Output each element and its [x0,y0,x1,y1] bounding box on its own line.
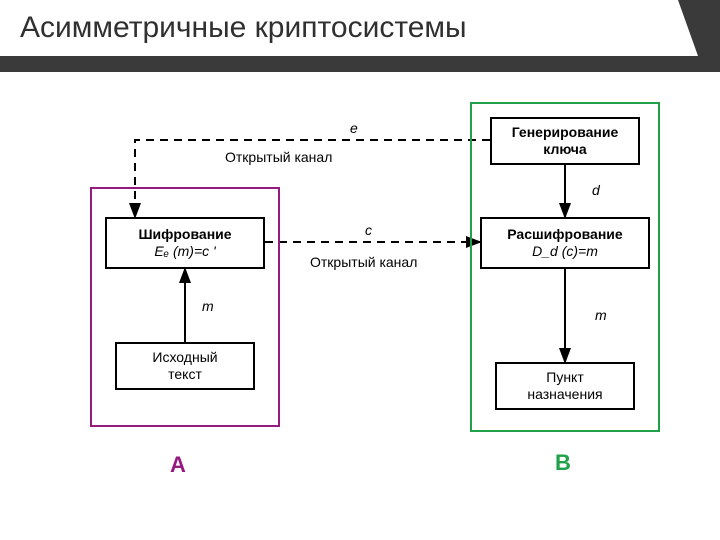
node-encrypt-line: Шифрование [138,226,231,244]
node-dest-line: Пункт [546,369,584,387]
node-source-line: Исходный [152,349,217,367]
edge-label-side-3: m [202,298,214,314]
node-decrypt-line: Расшифрование [507,226,622,244]
edge-label-side-1: d [592,182,600,198]
edge-label-mid-2: Открытый канал [310,254,417,270]
crypto-diagram: A B Генерированиеключа ШифрованиеEₑ (m)=c '… [0,72,720,540]
edge-label-top-2: c [365,222,372,238]
container-label-b: B [555,450,571,476]
node-decrypt: РасшифрованиеD_d (c)=m [480,217,650,269]
node-source: Исходныйтекст [115,342,255,390]
node-encrypt-line: Eₑ (m)=c ' [154,243,215,261]
edge-label-top-0: e [350,120,358,136]
node-encrypt: ШифрованиеEₑ (m)=c ' [105,217,265,269]
node-dest-line: назначения [527,386,602,404]
node-decrypt-line: D_d (c)=m [532,243,598,261]
node-source-line: текст [168,366,202,384]
node-keygen: Генерированиеключа [490,117,640,165]
edge-label-mid-0: Открытый канал [225,149,332,165]
title-bar: Асимметричные криптосистемы [0,0,700,56]
node-dest: Пунктназначения [495,362,635,410]
node-keygen-line: Генерирование [512,124,619,142]
container-label-a: A [170,452,186,478]
slide-title: Асимметричные криптосистемы [20,11,467,45]
slide-header: Асимметричные криптосистемы [0,0,720,72]
node-keygen-line: ключа [543,141,586,159]
header-notch [698,0,720,56]
edge-label-side-4: m [595,307,607,323]
